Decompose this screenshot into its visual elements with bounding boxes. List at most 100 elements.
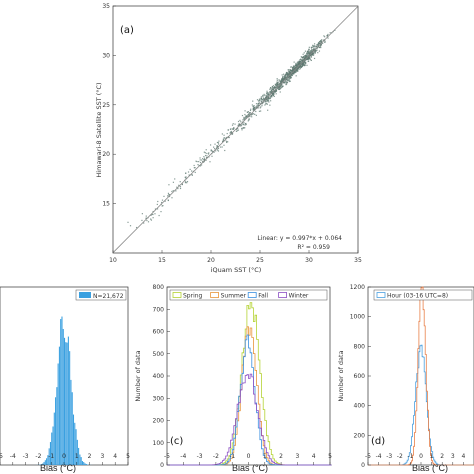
- scatter-point: [320, 42, 322, 44]
- scatter-point: [218, 140, 220, 142]
- scatter-point: [307, 51, 309, 54]
- scatter-point: [307, 52, 309, 54]
- scatter-point: [254, 107, 256, 109]
- scatter-point: [262, 94, 264, 97]
- scatter-point: [324, 36, 326, 38]
- histogram-bar: [85, 463, 87, 465]
- scatter-point: [255, 106, 257, 108]
- scatter-point: [281, 78, 283, 80]
- scatter-point: [229, 132, 231, 134]
- x-tick-label: 2: [279, 453, 283, 460]
- scatter-point: [268, 93, 270, 95]
- scatter-point: [312, 44, 314, 46]
- scatter-point: [261, 105, 263, 107]
- scatter-point: [252, 100, 254, 102]
- scatter-point: [245, 123, 247, 126]
- scatter-point: [278, 86, 281, 88]
- scatter-point: [257, 107, 259, 109]
- scatter-point: [245, 115, 247, 117]
- scatter-point: [241, 127, 243, 130]
- panel-c-y-label: Number of data: [134, 350, 142, 401]
- scatter-point: [267, 100, 269, 102]
- scatter-point: [307, 58, 309, 61]
- x-tick-label: 30: [305, 257, 313, 264]
- x-tick-label: 0: [62, 453, 66, 460]
- scatter-point: [265, 99, 268, 101]
- scatter-point: [161, 205, 163, 207]
- panel-b-legend-swatch: [79, 292, 91, 298]
- panel-b-x-ticks: -5 -4 -3 -2 -1 0 1 2 3 4 5: [0, 453, 130, 465]
- y-tick-label: 1200: [350, 284, 365, 291]
- y-tick-label: 25: [102, 102, 110, 109]
- histogram-bar: [51, 432, 53, 465]
- y-tick-label: 20: [102, 151, 110, 158]
- scatter-point: [206, 157, 208, 159]
- scatter-point: [276, 84, 278, 86]
- scatter-point: [241, 124, 243, 126]
- scatter-point: [272, 92, 274, 94]
- legend-swatch: [278, 292, 288, 298]
- x-tick-label: -1: [407, 453, 413, 460]
- scatter-point: [253, 107, 255, 109]
- scatter-point: [285, 77, 287, 79]
- scatter-point: [207, 153, 210, 155]
- legend-box: [373, 289, 473, 301]
- scatter-point: [185, 181, 187, 183]
- scatter-point: [281, 76, 284, 79]
- scatter-point: [237, 127, 239, 129]
- y-tick-label: 400: [153, 373, 165, 380]
- scatter-point: [273, 85, 275, 87]
- scatter-point: [309, 56, 311, 59]
- scatter-point: [318, 41, 320, 44]
- scatter-point: [282, 79, 284, 81]
- scatter-point: [274, 86, 276, 89]
- scatter-point: [154, 208, 157, 210]
- scatter-point: [272, 95, 274, 97]
- scatter-point: [249, 109, 252, 112]
- histogram-bar: [40, 464, 43, 465]
- scatter-point: [310, 55, 312, 57]
- scatter-point: [213, 146, 215, 148]
- scatter-point: [263, 99, 265, 101]
- scatter-point: [222, 140, 224, 142]
- scatter-point: [301, 64, 303, 66]
- legend-label: Hour (03-16 UTC=8): [387, 293, 448, 300]
- scatter-point: [291, 74, 294, 76]
- x-tick-label: 1: [75, 453, 79, 460]
- scatter-point: [209, 144, 212, 146]
- scatter-point: [308, 58, 311, 60]
- scatter-point: [167, 194, 170, 196]
- scatter-point: [302, 59, 305, 61]
- scatter-point: [204, 154, 207, 157]
- x-tick-label: 1: [430, 453, 434, 460]
- x-tick-label: -5: [0, 453, 3, 460]
- scatter-point: [282, 78, 285, 80]
- scatter-point: [271, 88, 273, 90]
- scatter-point: [217, 150, 220, 152]
- scatter-point: [152, 210, 154, 213]
- scatter-point: [288, 74, 290, 76]
- scatter-point: [305, 55, 308, 57]
- scatter-point: [296, 63, 299, 66]
- x-tick-label: 1: [263, 453, 267, 460]
- scatter-point: [313, 57, 316, 60]
- histogram-bar: [74, 422, 76, 465]
- y-tick-label: 600: [153, 329, 165, 336]
- scatter-point: [193, 167, 195, 169]
- scatter-point: [171, 190, 173, 193]
- scatter-point: [272, 89, 274, 91]
- y-tick-label: 300: [153, 395, 165, 402]
- scatter-point: [256, 105, 258, 107]
- scatter-point: [190, 170, 193, 172]
- scatter-point: [267, 94, 269, 96]
- histogram-bar: [43, 461, 45, 465]
- scatter-point: [284, 78, 286, 80]
- x-tick-label: 3: [451, 453, 455, 460]
- scatter-point: [254, 113, 256, 116]
- scatter-point: [275, 82, 278, 84]
- scatter-point: [208, 152, 210, 154]
- scatter-point: [285, 79, 287, 81]
- scatter-point: [286, 75, 288, 77]
- scatter-point: [156, 208, 159, 210]
- scatter-point: [179, 181, 181, 183]
